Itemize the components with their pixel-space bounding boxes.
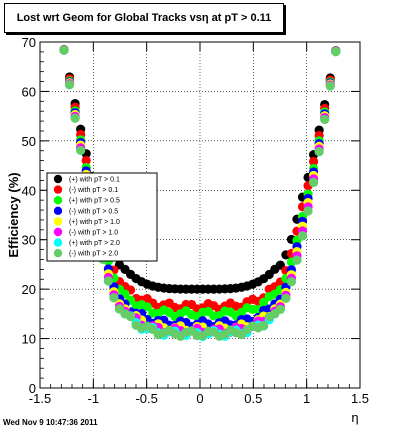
legend-entry: (-) with pT > 0.5 — [69, 208, 118, 215]
data-point — [281, 293, 291, 303]
data-point — [70, 113, 80, 123]
y-tick-label: 40 — [22, 183, 36, 198]
legend-marker — [53, 238, 63, 247]
timestamp-footer: Wed Nov 9 10:47:36 2011 — [3, 418, 98, 427]
y-tick-label: 0 — [29, 381, 36, 396]
legend-entry: (-) with pT > 1.0 — [69, 230, 118, 237]
legend-marker — [53, 217, 63, 226]
x-tick-label: 1 — [303, 391, 310, 406]
legend-marker — [53, 174, 63, 184]
x-axis-label: η — [351, 410, 358, 425]
data-point — [81, 155, 91, 166]
data-point — [314, 147, 324, 157]
axes: -1.5 -1 -0.5 0 0.5 1 1.5 0 10 20 30 40 50 60 70 — [22, 35, 370, 406]
x-tick-label: -1.5 — [29, 391, 51, 406]
data-point — [325, 81, 335, 91]
data-point — [64, 80, 75, 90]
data-point — [125, 311, 136, 322]
y-tick-label: 20 — [22, 282, 36, 297]
legend: (+) with pT > 0.1 (-) with pT > 0.1 (+) wi… — [46, 172, 158, 262]
data-point — [109, 293, 119, 303]
legend-marker — [53, 227, 63, 237]
x-tick-label: 1.5 — [351, 391, 369, 406]
data-point — [303, 206, 313, 216]
data-point — [259, 320, 269, 331]
chart-title-text: Lost wrt Geom for Global Tracks vsη at p… — [16, 12, 272, 24]
legend-marker — [53, 185, 63, 194]
legend-box — [46, 172, 158, 262]
data-point — [309, 156, 319, 167]
data-point — [309, 177, 319, 187]
x-tick-label: 0 — [196, 391, 203, 406]
legend-entry: (+) with pT > 0.5 — [69, 198, 120, 205]
x-tick-label: -0.5 — [135, 391, 157, 406]
data-point — [292, 255, 302, 265]
y-tick-label: 30 — [22, 233, 36, 248]
data-point — [59, 45, 69, 55]
data-point — [320, 114, 330, 125]
legend-entry: (+) with pT > 1.0 — [69, 219, 120, 226]
y-tick-label: 50 — [22, 134, 36, 149]
y-axis-label: Efficiency (%) — [6, 172, 21, 257]
data-point — [103, 276, 113, 286]
data-point — [259, 297, 269, 307]
data-markers — [59, 45, 341, 342]
data-point — [331, 47, 341, 57]
chart-title: Lost wrt Geom for Global Tracks vsη at p… — [4, 3, 284, 33]
x-tick-label: 0.5 — [244, 391, 262, 406]
legend-entry: (-) with pT > 0.1 — [69, 187, 118, 194]
legend-entry: (-) with pT > 2.0 — [69, 251, 118, 258]
legend-entry: (+) with pT > 0.1 — [69, 177, 120, 184]
data-point — [76, 145, 86, 156]
y-tick-label: 70 — [22, 35, 36, 50]
y-tick-label: 60 — [22, 84, 36, 99]
data-point — [275, 304, 285, 314]
legend-entry: (+) with pT > 2.0 — [69, 240, 120, 247]
data-point — [286, 277, 297, 287]
y-tick-label: 10 — [22, 332, 36, 347]
legend-marker — [53, 206, 63, 215]
legend-marker — [53, 196, 63, 205]
data-point — [142, 302, 152, 312]
x-tick-label: -1 — [88, 391, 100, 406]
legend-marker — [53, 249, 63, 258]
data-point — [297, 231, 308, 241]
